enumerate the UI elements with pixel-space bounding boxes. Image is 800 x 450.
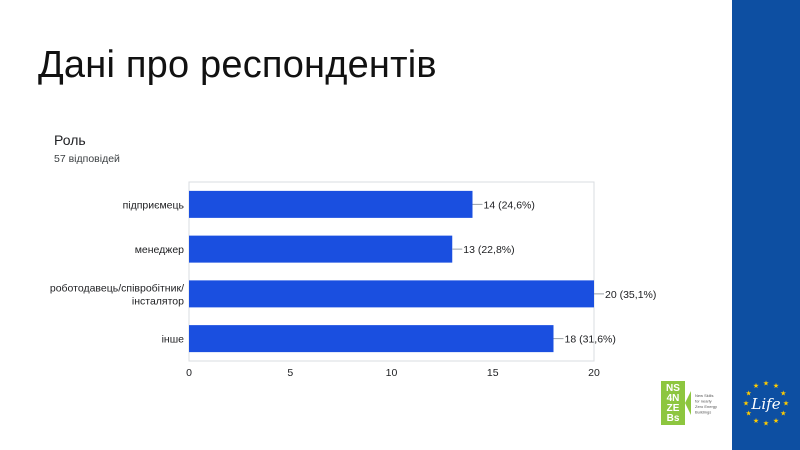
eu-star-icon: ★	[753, 382, 759, 390]
ns-logo-letters: 4N	[667, 393, 680, 404]
eu-blue-band	[732, 0, 800, 450]
life-label: Life	[750, 395, 780, 413]
chart-heading: Роль	[54, 132, 86, 148]
eu-star-icon: ★	[763, 380, 769, 388]
ns-logo-tagline: for nearly	[695, 399, 712, 404]
ns-logo-arrow	[685, 391, 691, 415]
ns-logo-tagline: New Skills	[695, 393, 713, 398]
eu-star-icon: ★	[746, 410, 752, 418]
eu-star-icon: ★	[746, 390, 752, 398]
ns-logo-letters: ZE	[667, 403, 680, 414]
eu-star-icon: ★	[743, 400, 749, 408]
x-tick-label: 20	[588, 367, 600, 379]
bar	[189, 190, 473, 218]
ns-logo-tagline: Zero Energy	[695, 404, 717, 409]
category-label: інше	[162, 334, 185, 346]
eu-star-icon: ★	[773, 417, 779, 425]
eu-star-icon: ★	[780, 410, 786, 418]
data-label: 13 (22,8%)	[463, 244, 514, 256]
category-label: підприємець	[123, 199, 185, 211]
category-label: менеджер	[135, 244, 184, 256]
ns-logo-block	[661, 381, 685, 425]
slide-title: Дані про респондентів	[38, 44, 437, 86]
x-tick-label: 10	[386, 367, 398, 379]
x-tick-label: 15	[487, 367, 499, 379]
category-label: інсталятор	[132, 295, 184, 307]
data-label: 14 (24,6%)	[484, 199, 535, 211]
eu-star-icon: ★	[783, 400, 789, 408]
eu-star-icon: ★	[773, 382, 779, 390]
data-label: 20 (35,1%)	[605, 289, 656, 301]
response-count: 57 відповідей	[54, 153, 120, 165]
ns-logo-tagline: Buildings	[695, 410, 711, 415]
data-label: 18 (31,6%)	[565, 334, 616, 346]
bar	[189, 325, 554, 353]
eu-star-icon: ★	[780, 390, 786, 398]
ns-logo-letters: Bs	[667, 413, 680, 424]
eu-star-icon: ★	[763, 420, 769, 428]
bar	[189, 235, 453, 263]
eu-star-icon: ★	[753, 417, 759, 425]
x-tick-label: 0	[186, 367, 192, 379]
x-tick-label: 5	[287, 367, 293, 379]
category-label: роботодавець/співробітник/	[50, 282, 184, 294]
bar	[189, 280, 594, 308]
ns-logo-letters: NS	[666, 383, 680, 394]
plot-frame	[188, 181, 595, 362]
eu-life-logo: ★ ★★★★★★★★★★★ Life	[743, 380, 789, 428]
